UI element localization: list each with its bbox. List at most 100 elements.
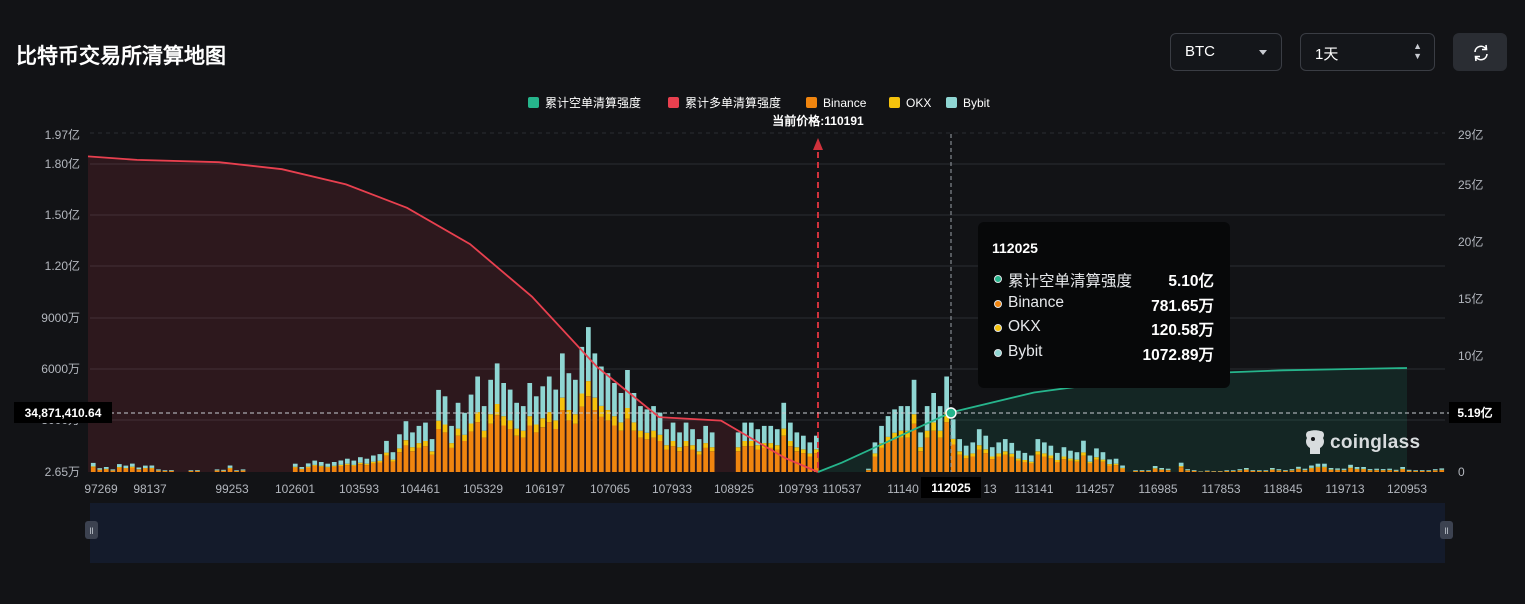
bar-bybit — [195, 470, 200, 471]
x-tick: 103593 — [339, 482, 379, 496]
bar-binance — [1074, 461, 1080, 472]
legend-label: Binance — [823, 96, 867, 110]
bar-bybit — [475, 376, 480, 413]
tooltip-value: 781.65万 — [1151, 297, 1214, 315]
bar-okx — [149, 467, 155, 469]
bar-okx — [664, 445, 669, 450]
bar-okx — [514, 428, 519, 436]
bar-bybit — [429, 439, 435, 452]
bar-bybit — [638, 406, 643, 431]
bar-binance — [586, 396, 591, 472]
legend-swatch — [668, 97, 679, 108]
bar-binance — [1016, 460, 1021, 472]
bar-bybit — [1113, 458, 1119, 464]
bar-binance — [709, 451, 715, 472]
x-tick: 106197 — [525, 482, 565, 496]
bar-binance — [1263, 471, 1269, 472]
bar-bybit — [520, 406, 526, 431]
bar-binance — [1315, 467, 1321, 472]
tooltip-value: 120.58万 — [1151, 322, 1214, 339]
bar-bybit — [794, 432, 800, 448]
bar-okx — [573, 414, 578, 424]
bar-binance — [1374, 470, 1379, 472]
bar-bybit — [1257, 470, 1262, 471]
bar-okx — [1042, 453, 1047, 457]
bar-bybit — [1426, 470, 1432, 471]
bar-bybit — [1315, 463, 1321, 467]
bar-okx — [1113, 463, 1119, 466]
bar-bybit — [1107, 459, 1112, 464]
bar-bybit — [1061, 447, 1067, 457]
bar-binance — [1191, 471, 1197, 472]
bar-binance — [136, 469, 142, 472]
crosshair-right-label: 5.19亿 — [1457, 405, 1492, 420]
bar-okx — [774, 445, 780, 450]
bar-binance — [481, 437, 487, 472]
bar-binance — [416, 447, 422, 472]
bar-bybit — [573, 379, 578, 415]
bar-binance — [1165, 470, 1171, 472]
bar-bybit — [644, 409, 650, 433]
bar-bybit — [1029, 455, 1034, 462]
period-select[interactable]: 1天 ▲ ▼ — [1300, 33, 1435, 71]
bar-okx — [117, 467, 122, 468]
bar-bybit — [742, 422, 748, 441]
bar-okx — [1016, 458, 1021, 461]
x-tick: 119713 — [1325, 482, 1364, 496]
bar-bybit — [1380, 469, 1386, 471]
bar-okx — [670, 441, 676, 447]
bar-okx — [436, 420, 441, 429]
bar-okx — [1100, 459, 1106, 462]
bar-bybit — [227, 465, 233, 468]
bar-okx — [364, 463, 370, 466]
tooltip-row: Bybit 1072.89万 — [992, 343, 1214, 368]
bar-okx — [983, 449, 989, 454]
bar-binance — [1217, 471, 1223, 472]
bar-okx — [872, 453, 878, 457]
bar-bybit — [1263, 470, 1269, 471]
bar-okx — [963, 455, 969, 459]
refresh-button[interactable] — [1453, 33, 1507, 71]
bar-bybit — [1276, 469, 1282, 471]
bar-bybit — [1185, 469, 1190, 471]
bar-okx — [1068, 458, 1073, 461]
bar-bybit — [755, 429, 761, 446]
bar-bybit — [1016, 450, 1021, 459]
bar-bybit — [885, 416, 891, 437]
coin-select[interactable]: BTC — [1170, 33, 1282, 71]
bar-binance — [996, 456, 1002, 472]
bar-okx — [292, 466, 298, 468]
bar-okx — [371, 461, 376, 464]
bar-binance — [618, 430, 624, 472]
zoom-slider[interactable]: ll ll — [85, 503, 1453, 563]
bar-okx — [123, 468, 129, 469]
bar-bybit — [156, 469, 161, 471]
bar-okx — [1022, 460, 1028, 463]
crosshair-left-badge — [14, 402, 112, 423]
bar-okx — [227, 467, 233, 469]
bar-binance — [1100, 461, 1106, 472]
bar-okx — [905, 430, 910, 438]
bar-binance — [879, 447, 884, 472]
bar-binance — [931, 430, 936, 472]
bar-binance — [143, 468, 148, 472]
bar-okx — [1081, 452, 1086, 456]
bar-okx — [892, 432, 897, 440]
bar-binance — [449, 447, 454, 472]
bar-binance — [1094, 459, 1099, 472]
bar-binance — [1009, 456, 1015, 472]
bar-binance — [1029, 463, 1034, 472]
bar-binance — [976, 449, 982, 472]
bar-bybit — [169, 470, 174, 471]
bar-bybit — [976, 429, 982, 446]
bar-okx — [416, 443, 422, 448]
bar-bybit — [442, 396, 448, 425]
bar-binance — [110, 470, 116, 472]
bar-binance — [501, 425, 506, 472]
bar-okx — [345, 463, 350, 466]
bar-binance — [436, 429, 441, 472]
crosshair-left-label: 34,871,410.64 — [25, 406, 102, 420]
bar-bybit — [221, 469, 226, 471]
bar-binance — [364, 465, 370, 472]
bar-okx — [950, 439, 956, 445]
